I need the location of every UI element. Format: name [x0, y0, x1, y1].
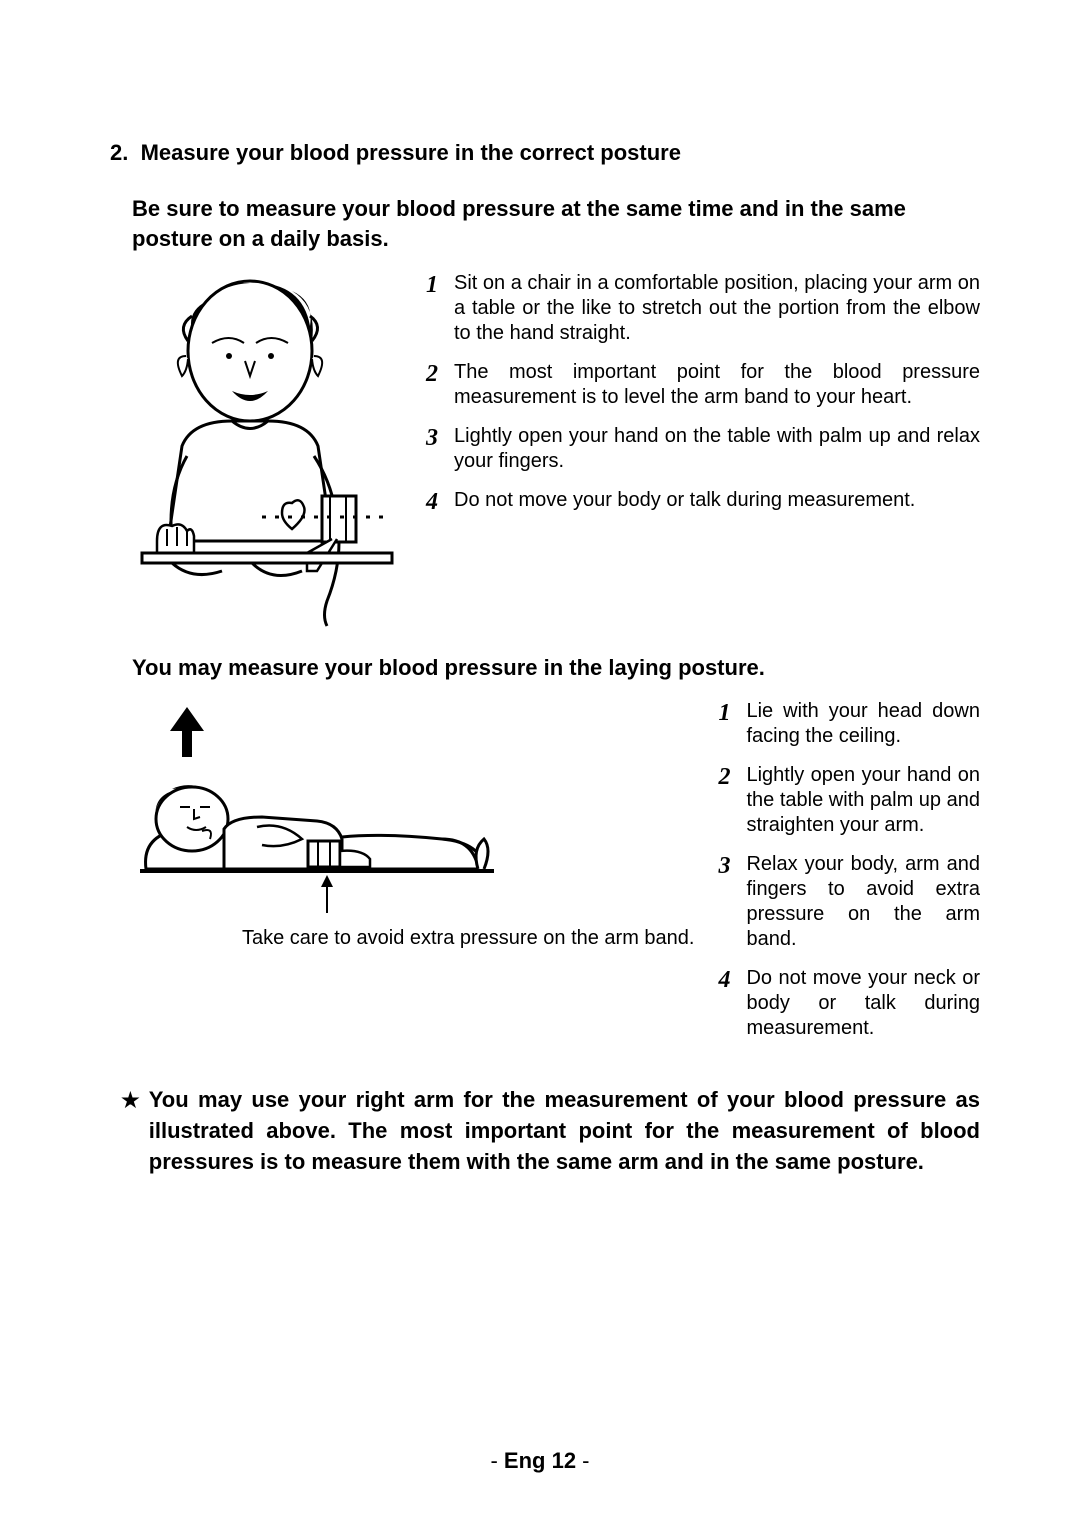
- laying-step: 3 Relax your body, arm and fingers to av…: [718, 852, 980, 952]
- laying-illustration: Take care to avoid extra pressure on the…: [132, 699, 694, 1055]
- section-number: 2.: [110, 140, 128, 165]
- sitting-step: 1 Sit on a chair in a comfortable positi…: [426, 271, 980, 346]
- step-number: 1: [426, 271, 444, 346]
- laying-block: Take care to avoid extra pressure on the…: [100, 699, 980, 1055]
- laying-step: 1 Lie with your head down facing the cei…: [718, 699, 980, 749]
- step-text: Lie with your head down facing the ceili…: [746, 699, 980, 749]
- laying-steps: 1 Lie with your head down facing the cei…: [718, 699, 980, 1055]
- step-number: 2: [718, 763, 736, 838]
- step-text: Sit on a chair in a comfortable position…: [454, 271, 980, 346]
- laying-step: 4 Do not move your neck or body or talk …: [718, 966, 980, 1041]
- star-icon: ✭: [122, 1085, 139, 1177]
- footer-suffix: -: [576, 1448, 589, 1473]
- step-text: The most important point for the blood p…: [454, 360, 980, 410]
- laying-caption: Take care to avoid extra pressure on the…: [132, 925, 694, 951]
- step-number: 2: [426, 360, 444, 410]
- star-note: ✭ You may use your right arm for the mea…: [100, 1085, 980, 1177]
- section-heading: 2. Measure your blood pressure in the co…: [100, 140, 980, 166]
- step-text: Do not move your neck or body or talk du…: [746, 966, 980, 1041]
- laying-heading: You may measure your blood pressure in t…: [100, 655, 980, 681]
- step-number: 4: [718, 966, 736, 1041]
- section-intro: Be sure to measure your blood pressure a…: [100, 194, 980, 253]
- step-number: 3: [718, 852, 736, 952]
- page-number: Eng 12: [504, 1448, 576, 1473]
- sitting-steps: 1 Sit on a chair in a comfortable positi…: [426, 271, 980, 631]
- sitting-step: 4 Do not move your body or talk during m…: [426, 488, 980, 514]
- manual-page: 2. Measure your blood pressure in the co…: [0, 0, 1080, 1534]
- sitting-step: 3 Lightly open your hand on the table wi…: [426, 424, 980, 474]
- step-number: 4: [426, 488, 444, 514]
- page-footer: - Eng 12 -: [0, 1448, 1080, 1474]
- sitting-posture-icon: [132, 271, 402, 631]
- step-text: Do not move your body or talk during mea…: [454, 488, 980, 514]
- sitting-illustration: [132, 271, 402, 631]
- step-text: Lightly open your hand on the table with…: [746, 763, 980, 838]
- star-note-text: You may use your right arm for the measu…: [149, 1085, 980, 1177]
- step-text: Lightly open your hand on the table with…: [454, 424, 980, 474]
- section-title: Measure your blood pressure in the corre…: [141, 140, 681, 165]
- sitting-block: 1 Sit on a chair in a comfortable positi…: [100, 271, 980, 631]
- step-number: 1: [718, 699, 736, 749]
- sitting-step: 2 The most important point for the blood…: [426, 360, 980, 410]
- laying-posture-icon: [132, 699, 502, 919]
- footer-prefix: -: [490, 1448, 503, 1473]
- laying-step: 2 Lightly open your hand on the table wi…: [718, 763, 980, 838]
- step-number: 3: [426, 424, 444, 474]
- step-text: Relax your body, arm and fingers to avoi…: [746, 852, 980, 952]
